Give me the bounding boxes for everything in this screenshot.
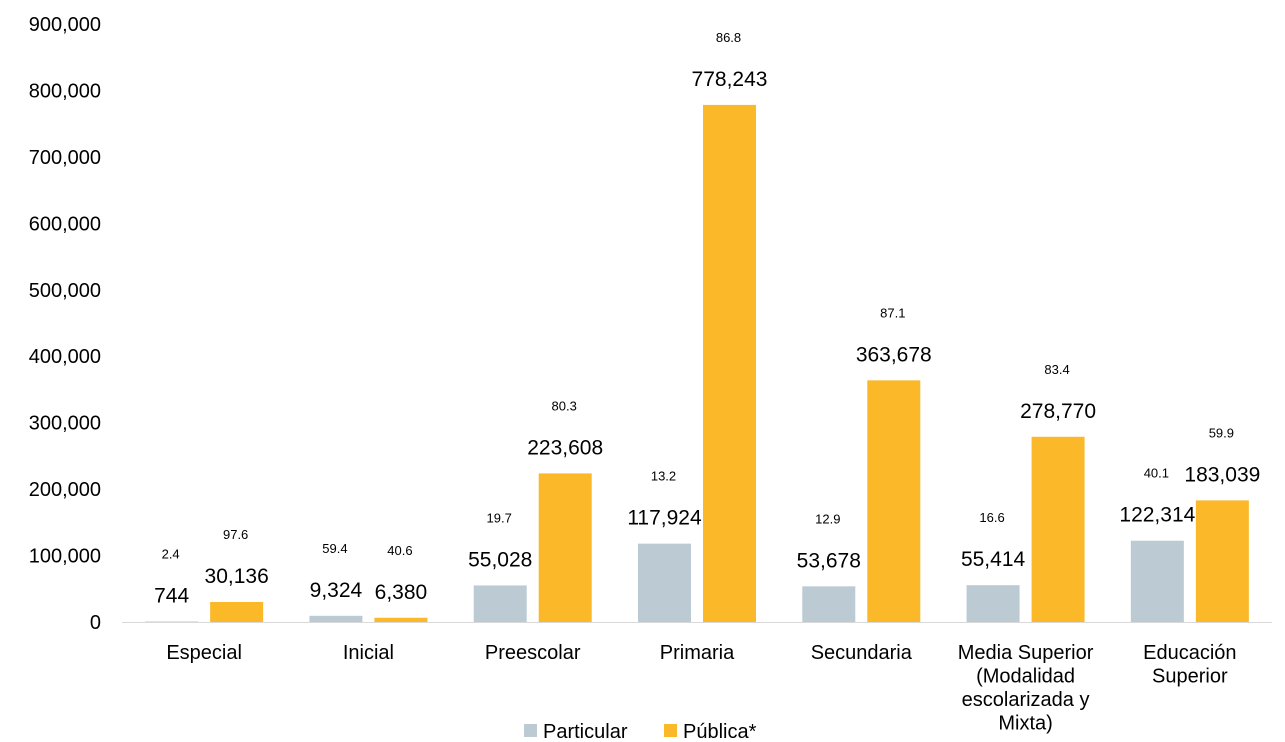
- y-tick-label: 100,000: [29, 546, 101, 568]
- bar-publica: [210, 601, 264, 622]
- value-label: 55,414: [961, 548, 1026, 571]
- percent-label: 87.1: [880, 305, 905, 320]
- legend: Particular Pública*: [524, 721, 757, 742]
- percent-label: 59.9: [1209, 425, 1234, 440]
- percent-label: 40.1: [1144, 466, 1169, 481]
- y-tick-label: 0: [90, 612, 101, 634]
- bar-particular: [473, 585, 527, 622]
- value-label: 744: [154, 585, 189, 608]
- value-label: 122,314: [1119, 504, 1195, 527]
- bar-publica: [867, 380, 921, 622]
- y-tick-label: 500,000: [29, 280, 101, 302]
- value-label: 778,243: [692, 68, 768, 91]
- bar-particular: [145, 621, 199, 623]
- percent-label: 13.2: [651, 469, 676, 484]
- category-label: Especial: [166, 642, 242, 664]
- value-label: 55,028: [468, 548, 532, 571]
- category-label: Primaria: [660, 642, 735, 664]
- data-labels: 744 2.4 30,136 97.6 9,324 59.4 6,380 40.6 55,028…: [154, 30, 1260, 608]
- y-tick-label: 200,000: [29, 479, 101, 501]
- percent-label: 83.4: [1044, 362, 1069, 377]
- percent-label: 86.8: [716, 30, 741, 45]
- percent-label: 59.4: [322, 541, 347, 556]
- bar-publica: [1195, 500, 1249, 622]
- bar-publica: [1031, 436, 1085, 622]
- percent-label: 2.4: [162, 547, 180, 562]
- legend-label: Particular: [543, 721, 628, 742]
- bar-particular: [309, 615, 363, 622]
- bar-particular: [1130, 540, 1184, 622]
- bar-particular: [802, 586, 856, 622]
- category-label: Media Superior (Modalidad escolarizada y Mi…: [958, 642, 1094, 735]
- legend-swatch: [524, 724, 537, 737]
- value-label: 6,380: [375, 581, 428, 604]
- y-tick-label: 400,000: [29, 346, 101, 368]
- y-axis: 0 100,000 200,000 300,000 400,000 500,000 600,…: [29, 14, 101, 634]
- y-tick-label: 300,000: [29, 413, 101, 435]
- bar-publica: [703, 104, 756, 623]
- bar-particular: [638, 543, 691, 622]
- category-label: Inicial: [343, 642, 394, 664]
- x-axis: Especial Inicial Preescolar Primaria Secunda…: [122, 622, 1272, 735]
- percent-label: 40.6: [387, 543, 412, 558]
- legend-swatch: [664, 724, 677, 737]
- category-label: Secundaria: [811, 642, 913, 664]
- y-tick-label: 600,000: [29, 213, 101, 235]
- value-label: 183,039: [1184, 463, 1260, 486]
- value-label: 363,678: [856, 343, 932, 366]
- bar-publica: [538, 473, 592, 622]
- value-label: 278,770: [1020, 400, 1096, 423]
- percent-label: 12.9: [815, 511, 840, 526]
- legend-label: Pública*: [683, 721, 757, 742]
- y-tick-label: 900,000: [29, 14, 101, 36]
- percent-label: 80.3: [552, 398, 577, 413]
- bar-publica: [374, 617, 428, 622]
- percent-label: 16.6: [979, 510, 1004, 525]
- category-label: Preescolar: [485, 642, 581, 664]
- value-label: 223,608: [527, 436, 603, 459]
- y-tick-label: 700,000: [29, 147, 101, 169]
- bar-particular: [966, 585, 1020, 622]
- category-label: Educación Superior: [1143, 642, 1236, 688]
- percent-label: 97.6: [223, 527, 248, 542]
- value-label: 30,136: [205, 565, 269, 588]
- percent-label: 19.7: [487, 510, 512, 525]
- value-label: 9,324: [310, 579, 363, 602]
- value-label: 117,924: [627, 507, 702, 530]
- value-label: 53,678: [797, 549, 861, 572]
- bars: [145, 104, 1249, 623]
- y-tick-label: 800,000: [29, 80, 101, 102]
